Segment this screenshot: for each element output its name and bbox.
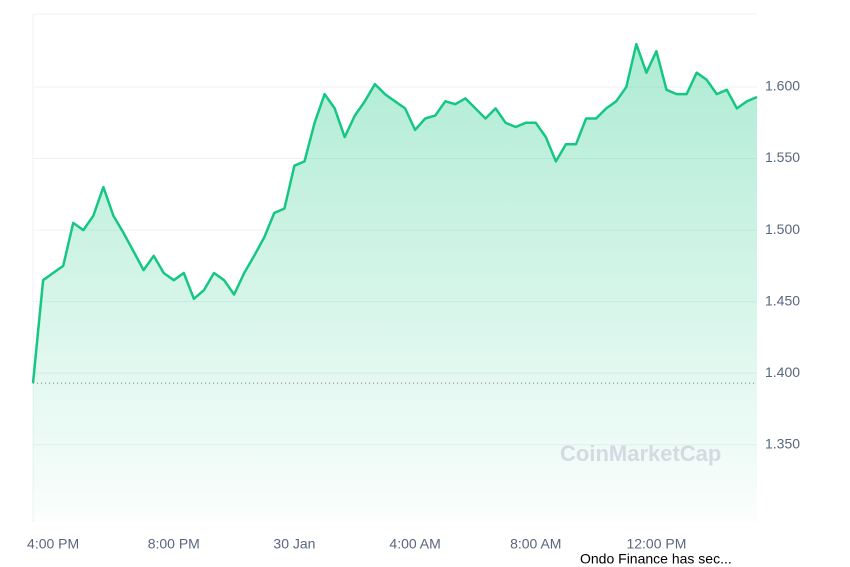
y-tick-label: 1.350 [765,435,800,451]
x-tick-label: 4:00 PM [27,536,79,552]
y-tick-label: 1.550 [765,149,800,165]
x-tick-label: 8:00 AM [510,536,561,552]
y-tick-label: 1.400 [765,364,800,380]
y-tick-label: 1.600 [765,78,800,94]
x-tick-label: 12:00 PM [626,536,686,552]
y-tick-label: 1.450 [765,292,800,308]
y-tick-label: 1.500 [765,221,800,237]
area [33,44,757,522]
news-ticker[interactable]: Ondo Finance has sec... [580,551,732,567]
x-tick-label: 4:00 AM [389,536,440,552]
x-tick-label: 8:00 PM [148,536,200,552]
watermark: CoinMarketCap [560,441,721,466]
price-line [31,42,758,384]
x-tick-label: 30 Jan [273,536,315,552]
